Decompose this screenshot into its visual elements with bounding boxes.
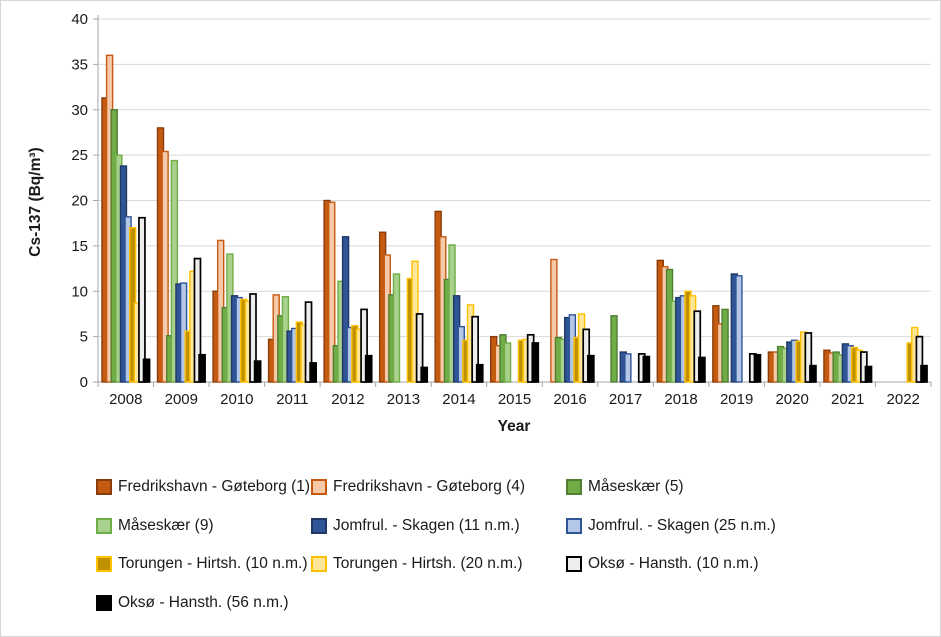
x-tick-label: 2022 xyxy=(887,391,920,408)
bar xyxy=(475,363,484,383)
legend-swatch xyxy=(566,556,582,572)
bar xyxy=(920,364,928,383)
y-tick-label: 20 xyxy=(71,193,88,210)
plot-area: 0 5 10 15 20 25 30 35 40 2008 2009 2010 2011 2012 2013… xyxy=(71,11,932,408)
bar xyxy=(753,353,762,383)
y-tick-label: 35 xyxy=(71,56,88,73)
y-tick-label: 30 xyxy=(71,102,88,119)
legend-item: Oksø - Hansth. (10 n.m.) xyxy=(566,555,759,573)
x-tick-label: 2020 xyxy=(775,391,808,408)
bar xyxy=(415,313,424,383)
legend-label: Torungen - Hirtsh. (10 n.m.) xyxy=(118,555,308,572)
x-tick-label: 2021 xyxy=(831,391,864,408)
legend-label: Jomfrul. - Skagen (25 n.m.) xyxy=(588,516,776,534)
x-tick-label: 2018 xyxy=(664,391,697,408)
bar xyxy=(809,364,817,383)
x-tick-label: 2011 xyxy=(276,391,308,408)
legend-item: Fredrikshavn - Gøteborg (4) xyxy=(311,478,525,496)
legend-label: Fredrikshavn - Gøteborg (1) xyxy=(118,478,311,495)
legend-swatch xyxy=(311,517,327,534)
y-tick-label: 40 xyxy=(71,11,88,28)
legend-label: Måseskær (5) xyxy=(588,478,684,495)
bar xyxy=(915,335,924,383)
legend-swatch xyxy=(311,479,327,495)
bar xyxy=(249,293,257,383)
bar xyxy=(420,366,429,383)
legend-label: Oksø - Hansth. (10 n.m.) xyxy=(588,555,759,572)
legend-item: Måseskær (5) xyxy=(566,478,684,496)
bar xyxy=(550,258,558,383)
bar xyxy=(804,332,813,383)
legend-swatch xyxy=(566,479,582,495)
bar xyxy=(161,150,169,383)
legend-swatch xyxy=(311,556,327,572)
legend-item: Jomfrul. - Skagen (25 n.m.) xyxy=(566,517,776,535)
y-tick-label: 5 xyxy=(80,329,88,346)
x-tick-label: 2008 xyxy=(109,391,142,408)
legend-item: Torungen - Hirtsh. (20 n.m.) xyxy=(311,555,523,573)
bar xyxy=(142,358,151,383)
x-tick-label: 2016 xyxy=(553,391,586,408)
bar xyxy=(360,308,368,383)
legend-label: Torungen - Hirtsh. (20 n.m.) xyxy=(333,555,523,572)
bar xyxy=(471,315,479,383)
legend-label: Fredrikshavn - Gøteborg (4) xyxy=(333,478,526,495)
y-tick-label: 0 xyxy=(80,374,88,391)
x-axis-title: Year xyxy=(497,418,531,435)
bar xyxy=(193,257,202,383)
x-tick-label: 2009 xyxy=(165,391,198,408)
x-tick-label: 2015 xyxy=(498,391,531,408)
x-tick-label: 2019 xyxy=(720,391,753,408)
bar xyxy=(503,342,512,383)
x-tick-label: 2014 xyxy=(442,391,475,408)
legend-item: Jomfrul. - Skagen (11 n.m.) xyxy=(311,517,520,535)
bar xyxy=(586,354,595,383)
bar xyxy=(735,275,743,383)
y-tick-label: 15 xyxy=(71,238,88,255)
bar xyxy=(198,353,206,383)
bar xyxy=(253,360,262,383)
legend-label: Måseskær (9) xyxy=(118,516,214,534)
bar xyxy=(170,159,179,383)
bar xyxy=(624,353,632,383)
x-tick-label: 2012 xyxy=(331,391,364,408)
bar xyxy=(642,355,651,383)
legend-label: Jomfrul. - Skagen (11 n.m.) xyxy=(333,516,520,534)
bar xyxy=(693,310,702,383)
x-tick-label: 2017 xyxy=(609,391,642,408)
bar xyxy=(698,356,706,383)
legend-item: Måseskær (9) xyxy=(96,517,214,535)
legend-swatch xyxy=(96,479,112,495)
legend-label: Oksø - Hansth. (56 n.m.) xyxy=(118,593,289,611)
legend-item: Oksø - Hansth. (56 n.m.) xyxy=(96,594,289,612)
bar xyxy=(531,342,540,383)
legend-swatch xyxy=(96,517,112,534)
bar xyxy=(864,365,873,383)
y-tick-label: 25 xyxy=(71,147,88,164)
x-tick-label: 2010 xyxy=(220,391,253,408)
bar xyxy=(138,216,146,383)
bar xyxy=(610,315,618,383)
bar xyxy=(392,273,401,383)
x-tick-label: 2013 xyxy=(387,391,420,408)
y-tick-label: 10 xyxy=(71,283,88,300)
bar xyxy=(328,201,336,383)
legend-swatch xyxy=(96,594,112,611)
legend-swatch xyxy=(566,517,582,534)
legend-swatch xyxy=(96,556,112,572)
bar xyxy=(364,354,373,383)
bar xyxy=(341,236,350,383)
legend-item: Fredrikshavn - Gøteborg (1) xyxy=(96,478,310,496)
bar xyxy=(304,301,313,383)
y-axis-title: Cs-137 (Bq/m³) xyxy=(27,147,44,257)
bar xyxy=(309,362,318,383)
legend-item: Torungen - Hirtsh. (10 n.m.) xyxy=(96,555,308,573)
bar xyxy=(721,308,729,383)
